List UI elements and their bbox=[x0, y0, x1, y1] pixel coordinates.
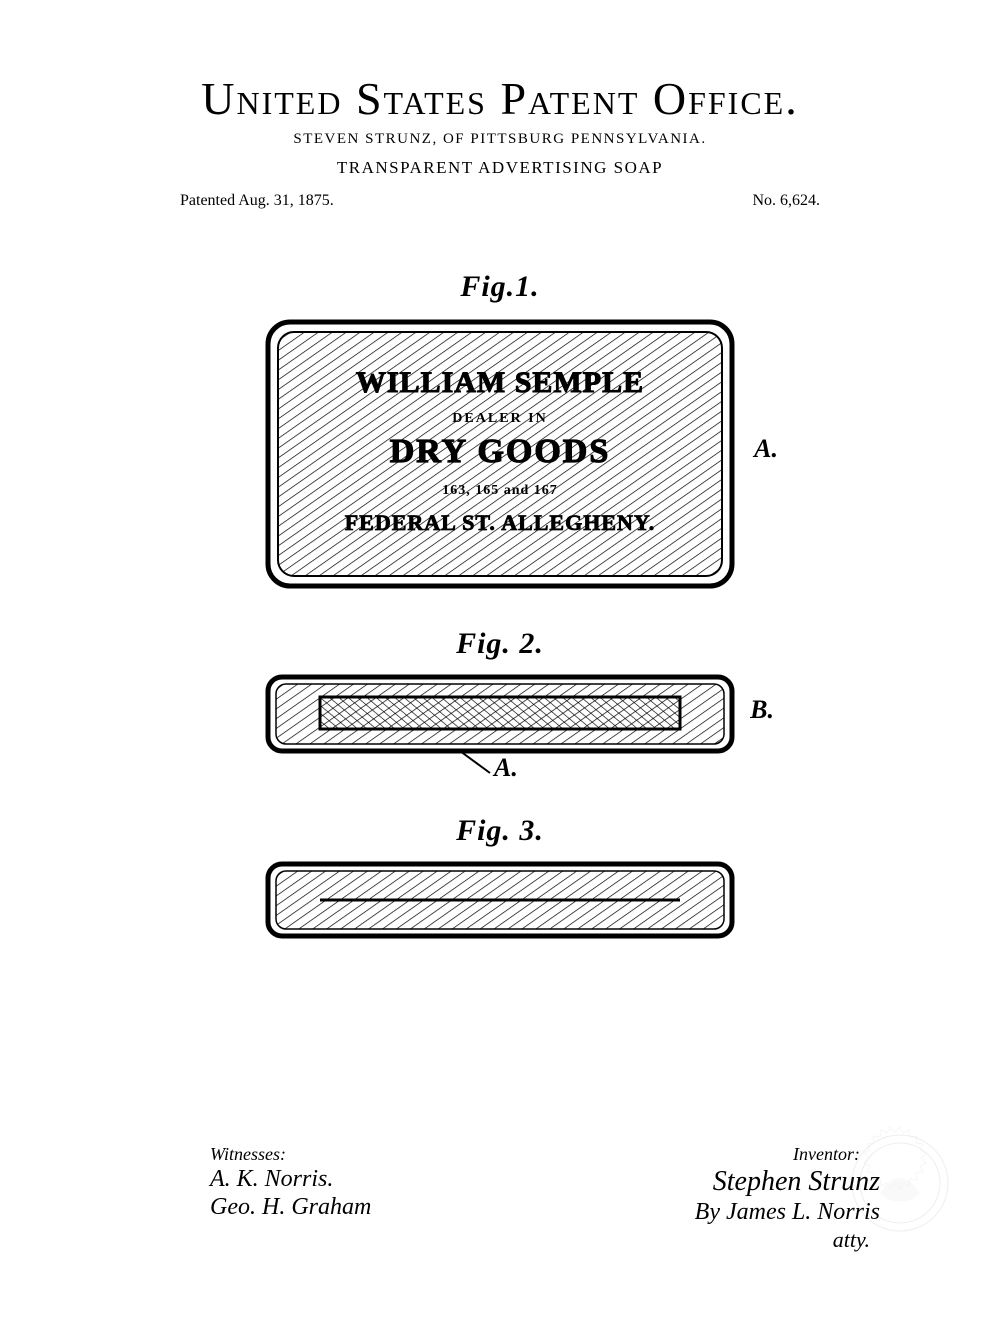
fig3-drawing bbox=[260, 858, 740, 953]
office-title: United States Patent Office. bbox=[0, 72, 1000, 125]
svg-text:DRY GOODS: DRY GOODS bbox=[390, 433, 611, 470]
witness-2: Geo. H. Graham bbox=[210, 1193, 371, 1222]
fig2-drawing: B. A. bbox=[260, 671, 740, 786]
signatures-row: Witnesses: A. K. Norris. Geo. H. Graham … bbox=[120, 1144, 880, 1253]
fig1-drawing: WILLIAM SEMPLE DEALER IN DRY GOODS 163, … bbox=[260, 314, 740, 599]
patent-seal-icon bbox=[840, 1123, 960, 1243]
svg-text:WILLIAM SEMPLE: WILLIAM SEMPLE bbox=[356, 366, 644, 399]
fig1-label: Fig.1. bbox=[460, 270, 539, 304]
fig3-label: Fig. 3. bbox=[456, 814, 544, 848]
svg-text:163, 165 and 167: 163, 165 and 167 bbox=[442, 483, 558, 498]
fig1-ref-a: A. bbox=[754, 434, 778, 464]
witnesses-heading: Witnesses: bbox=[210, 1144, 371, 1165]
fig2-ref-a: A. bbox=[494, 753, 518, 783]
applicant-line: STEVEN STRUNZ, OF PITTSBURG PENNSYLVANIA… bbox=[0, 131, 1000, 148]
patent-number: No. 6,624. bbox=[752, 192, 820, 210]
meta-row: Patented Aug. 31, 1875. No. 6,624. bbox=[180, 192, 820, 210]
svg-text:FEDERAL ST. ALLEGHENY.: FEDERAL ST. ALLEGHENY. bbox=[345, 510, 656, 535]
figures-area: Fig.1. WILLIAM SEMPLE DEALER IN DRY GOOD… bbox=[180, 270, 820, 981]
svg-text:DEALER IN: DEALER IN bbox=[452, 411, 547, 426]
fig2-label: Fig. 2. bbox=[456, 627, 544, 661]
invention-title: TRANSPARENT ADVERTISING SOAP bbox=[0, 158, 1000, 178]
witnesses-block: Witnesses: A. K. Norris. Geo. H. Graham bbox=[210, 1144, 371, 1253]
patent-header: United States Patent Office. STEVEN STRU… bbox=[0, 0, 1000, 210]
fig2-ref-b: B. bbox=[750, 695, 774, 725]
patent-date: Patented Aug. 31, 1875. bbox=[180, 192, 334, 210]
witness-1: A. K. Norris. bbox=[210, 1165, 371, 1194]
